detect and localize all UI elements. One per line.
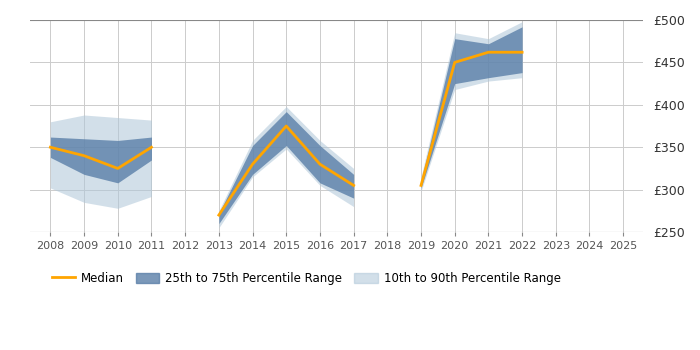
Legend: Median, 25th to 75th Percentile Range, 10th to 90th Percentile Range: Median, 25th to 75th Percentile Range, 1… bbox=[47, 267, 566, 290]
